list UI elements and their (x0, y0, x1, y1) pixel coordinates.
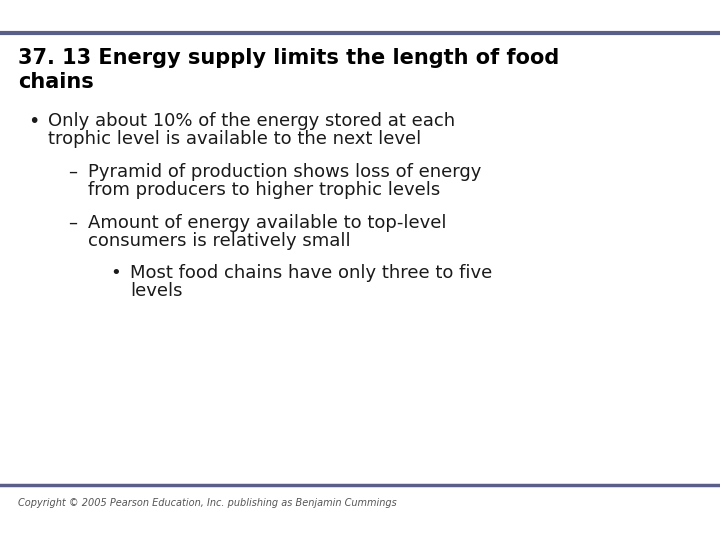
Text: Pyramid of production shows loss of energy: Pyramid of production shows loss of ener… (88, 163, 482, 181)
Text: Copyright © 2005 Pearson Education, Inc. publishing as Benjamin Cummings: Copyright © 2005 Pearson Education, Inc.… (18, 498, 397, 508)
Text: •: • (28, 112, 40, 131)
Text: 37. 13 Energy supply limits the length of food: 37. 13 Energy supply limits the length o… (18, 48, 559, 68)
Text: •: • (110, 264, 121, 282)
Text: levels: levels (130, 282, 182, 300)
Text: Only about 10% of the energy stored at each: Only about 10% of the energy stored at e… (48, 112, 455, 130)
Text: –: – (68, 163, 77, 181)
Text: Amount of energy available to top-level: Amount of energy available to top-level (88, 214, 446, 232)
Text: from producers to higher trophic levels: from producers to higher trophic levels (88, 181, 440, 199)
Text: chains: chains (18, 72, 94, 92)
Text: trophic level is available to the next level: trophic level is available to the next l… (48, 130, 421, 148)
Text: –: – (68, 214, 77, 232)
Text: consumers is relatively small: consumers is relatively small (88, 232, 351, 250)
Text: Most food chains have only three to five: Most food chains have only three to five (130, 264, 492, 282)
